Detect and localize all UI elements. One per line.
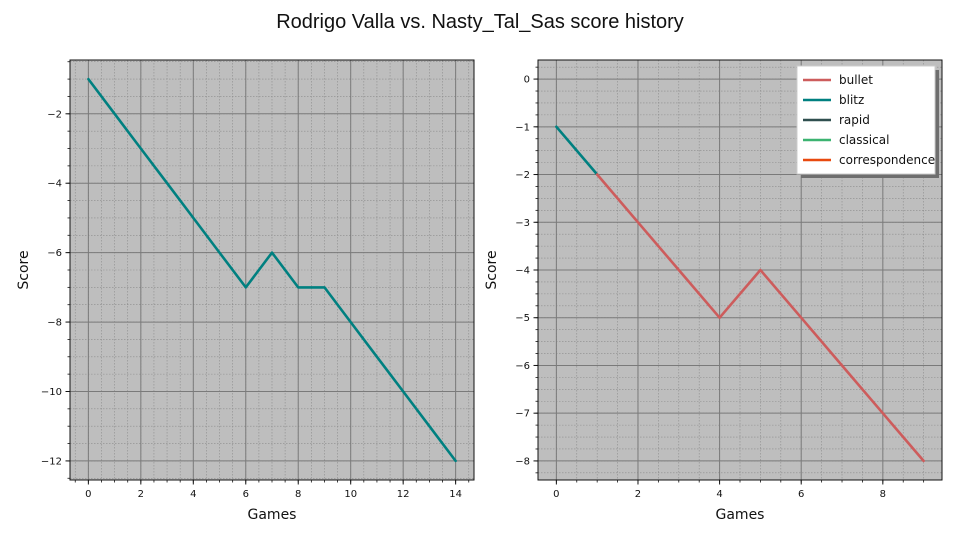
series-line-blitz	[87, 77, 457, 463]
y-tick-label: −1	[515, 122, 530, 133]
legend: bullet blitz rapid classical correspondence	[796, 65, 939, 178]
x-tick-label: 6	[798, 489, 804, 500]
x-tick-label: 10	[344, 489, 357, 500]
x-tick-label: 4	[716, 489, 722, 500]
chart-right: 0 2 4 6 8 0 −1 −2 −3 −4 −5 −6 −7 −8 Games Score bullet bl…	[484, 59, 943, 523]
series-line-blitz	[555, 125, 599, 176]
figure-title: Rodrigo Valla vs. Nasty_Tal_Sas score hi…	[276, 11, 684, 33]
y-axis-label: Score	[16, 250, 32, 289]
x-tick-label: 12	[397, 489, 410, 500]
x-tick-label: 2	[635, 489, 641, 500]
chart-left: 0 2 4 6 8 10 12 14 −12 −10 −8 −6 −4 −2 Games Score	[16, 59, 475, 523]
y-axis-label: Score	[484, 250, 500, 289]
y-tick-label: −5	[515, 313, 530, 324]
y-tick-label: −10	[41, 387, 62, 398]
x-tick-label: 4	[190, 489, 196, 500]
series-line-bullet	[595, 173, 925, 463]
x-axis-label: Games	[716, 507, 765, 523]
legend-label-correspondence: correspondence	[839, 153, 935, 167]
y-tick-label: −3	[515, 218, 530, 229]
x-tick-label: 8	[295, 489, 301, 500]
y-tick-label: 0	[524, 75, 530, 86]
x-tick-label: 6	[243, 489, 249, 500]
x-tick-label: 0	[553, 489, 559, 500]
y-tick-label: −12	[41, 456, 62, 467]
x-tick-label: 14	[449, 489, 462, 500]
x-axis-label: Games	[248, 507, 297, 523]
y-tick-label: −4	[47, 179, 62, 190]
x-tick-label: 2	[138, 489, 144, 500]
y-tick-label: −8	[47, 318, 62, 329]
y-tick-label: −4	[515, 266, 530, 277]
x-tick-label: 0	[85, 489, 91, 500]
legend-label-blitz: blitz	[839, 93, 864, 107]
y-tick-label: −6	[515, 361, 530, 372]
plot-frame	[537, 59, 943, 481]
legend-label-classical: classical	[839, 133, 889, 147]
y-tick-label: −2	[47, 109, 62, 120]
x-tick-label: 8	[880, 489, 886, 500]
plot-frame	[69, 59, 475, 481]
y-tick-label: −2	[515, 170, 530, 181]
y-tick-label: −6	[47, 248, 62, 259]
y-tick-label: −8	[515, 456, 530, 467]
y-tick-label: −7	[515, 409, 530, 420]
legend-label-bullet: bullet	[839, 73, 873, 87]
legend-label-rapid: rapid	[839, 113, 870, 127]
